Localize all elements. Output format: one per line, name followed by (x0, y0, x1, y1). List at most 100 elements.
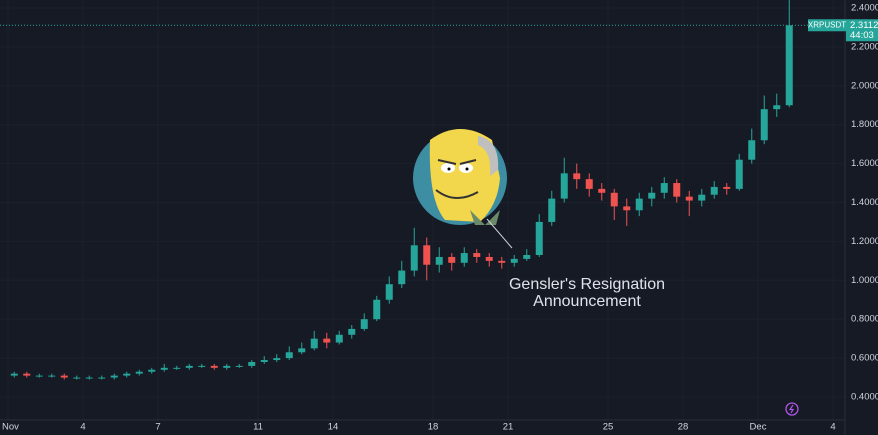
x-tick-label: 18 (428, 422, 439, 433)
y-tick-label: 0.4000 (851, 392, 878, 403)
candle-body (510, 258, 518, 263)
annotation-text: Gensler's Resignation (509, 276, 665, 293)
candles (10, 0, 793, 380)
candle-body (635, 198, 643, 211)
candle-body (548, 198, 556, 222)
candle-body (123, 373, 131, 376)
symbol-label: XRPUSDT (808, 20, 846, 29)
grid (0, 0, 845, 420)
candle-body (573, 173, 581, 180)
candle-body (610, 192, 618, 207)
candle-body (423, 245, 431, 265)
y-tick-label: 1.0000 (851, 275, 878, 286)
candle-body (735, 159, 743, 189)
candle-body (298, 348, 306, 353)
annotation-image (413, 129, 507, 225)
candle-body (348, 328, 356, 335)
candle-body (198, 365, 206, 367)
candle-body (235, 365, 243, 367)
last-price-label: 2.3112 (850, 20, 878, 31)
x-tick-label: 25 (603, 422, 614, 433)
candle-body (535, 221, 543, 256)
y-tick-label: 1.4000 (851, 197, 878, 208)
candle-body (110, 375, 118, 378)
candle-body (435, 256, 443, 265)
candle-body (35, 375, 43, 377)
candle-body (385, 284, 393, 300)
candle-body (23, 373, 31, 376)
candle-body (85, 377, 93, 379)
candle-body (335, 334, 343, 343)
candle-body (723, 186, 731, 189)
x-tick-label: 11 (253, 422, 263, 433)
y-tick-label: 0.8000 (851, 314, 878, 325)
candle-body (285, 352, 293, 359)
annotation-text: Announcement (533, 293, 641, 310)
y-tick-label: 1.6000 (851, 158, 878, 169)
candle-body (585, 179, 593, 189)
candle-body (398, 270, 406, 285)
symbol-box (808, 19, 846, 32)
candle-body (710, 186, 718, 195)
x-tick-label: 4 (830, 422, 835, 433)
candle-body (148, 369, 156, 372)
candle-body (360, 319, 368, 329)
x-tick-label: 21 (503, 422, 514, 433)
candle-body (160, 367, 168, 370)
candle-body (73, 377, 81, 379)
candle-body (698, 194, 706, 201)
candle-body (498, 260, 506, 263)
candle-body (760, 109, 768, 141)
candle-body (598, 188, 606, 193)
candle-body (223, 365, 231, 368)
candle-body (485, 256, 493, 261)
y-tick-label: 2.4000 (851, 3, 878, 14)
candle-body (210, 365, 218, 368)
y-tick-label: 2.2000 (851, 41, 878, 52)
candle-body (685, 196, 693, 201)
candle-body (273, 358, 281, 361)
x-tick-label: 4 (80, 422, 85, 433)
candle-body (660, 183, 668, 193)
candle-body (373, 299, 381, 320)
x-tick-label: Nov (2, 422, 19, 433)
candle-body (410, 245, 418, 271)
candle-body (173, 367, 181, 369)
candle-body (323, 338, 331, 343)
candle-body (10, 373, 18, 376)
x-tick-label: Dec (750, 422, 767, 433)
y-tick-label: 0.6000 (851, 353, 878, 364)
candle-body (448, 256, 456, 263)
candle-body (98, 377, 106, 379)
candle-body (785, 25, 793, 106)
candle-body (673, 183, 681, 197)
candle-body (560, 173, 568, 199)
x-tick-label: 14 (328, 422, 339, 433)
candle-body (260, 360, 268, 362)
price-box (846, 19, 878, 42)
y-tick-label: 1.8000 (851, 119, 878, 130)
candle-body (460, 253, 468, 263)
candle-body (60, 375, 68, 378)
candle-body (773, 105, 781, 110)
candle-body (135, 371, 143, 374)
y-tick-label: 2.0000 (851, 80, 878, 91)
candle-body (523, 255, 531, 259)
annotation-pointer (486, 218, 513, 249)
x-tick-label: 28 (678, 422, 689, 433)
candle-body (248, 361, 256, 366)
y-tick-label: 1.2000 (851, 236, 878, 247)
candle-body (48, 375, 56, 377)
candle-body (185, 365, 193, 368)
candle-body (473, 253, 481, 257)
alert-icon[interactable] (785, 402, 799, 416)
candle-body (310, 338, 318, 349)
candle-body (748, 140, 756, 160)
x-tick-label: 7 (155, 422, 160, 433)
countdown-label: 44:03 (850, 30, 874, 41)
candle-body (648, 192, 656, 199)
candle-body (623, 206, 631, 211)
